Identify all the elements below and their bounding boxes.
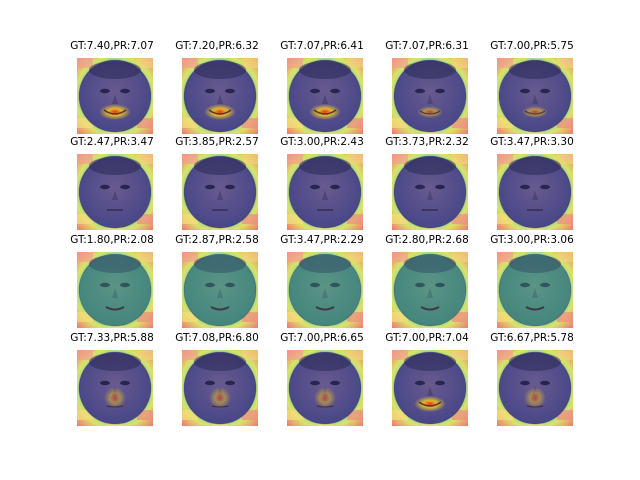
panel-label: GT:2.87,PR:2.58 [167,234,267,246]
face-heatmap-image [497,154,573,230]
face-heatmap-image [182,154,258,230]
face-heatmap-image [77,154,153,230]
face-heatmap-image [392,58,468,134]
face-heatmap-image [77,350,153,426]
panel-label: GT:3.47,PR:2.29 [272,234,372,246]
panel-label: GT:7.00,PR:6.65 [272,332,372,344]
panel-label: GT:3.73,PR:2.32 [377,136,477,148]
face-heatmap-image [392,252,468,328]
face-heatmap-image [392,154,468,230]
panel-label: GT:1.80,PR:2.08 [62,234,162,246]
face-heatmap-image [497,58,573,134]
panel-label: GT:2.80,PR:2.68 [377,234,477,246]
panel-label: GT:7.40,PR:7.07 [62,40,162,52]
face-heatmap-image [497,252,573,328]
panel-label: GT:7.07,PR:6.41 [272,40,372,52]
panel-label: GT:7.08,PR:6.80 [167,332,267,344]
panel-label: GT:7.00,PR:7.04 [377,332,477,344]
panel-label: GT:6.67,PR:5.78 [482,332,582,344]
face-heatmap-image [287,350,363,426]
face-heatmap-image [182,58,258,134]
panel-label: GT:3.00,PR:3.06 [482,234,582,246]
face-heatmap-image [392,350,468,426]
face-heatmap-image [287,252,363,328]
face-heatmap-image [287,58,363,134]
panel-label: GT:3.00,PR:2.43 [272,136,372,148]
panel-label: GT:2.47,PR:3.47 [62,136,162,148]
panel-label: GT:7.33,PR:5.88 [62,332,162,344]
panel-label: GT:7.07,PR:6.31 [377,40,477,52]
panel-label: GT:7.00,PR:5.75 [482,40,582,52]
face-heatmap-image [287,154,363,230]
face-heatmap-image [77,252,153,328]
face-heatmap-image [77,58,153,134]
face-heatmap-image [497,350,573,426]
face-heatmap-image [182,252,258,328]
panel-label: GT:3.85,PR:2.57 [167,136,267,148]
panel-label: GT:7.20,PR:6.32 [167,40,267,52]
panel-label: GT:3.47,PR:3.30 [482,136,582,148]
face-heatmap-image [182,350,258,426]
